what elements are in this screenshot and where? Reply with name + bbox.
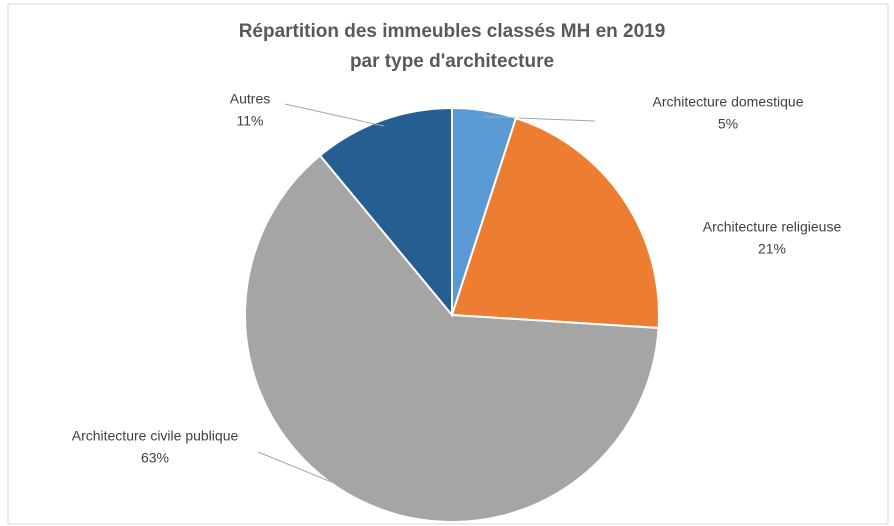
- chart-title: par type d'architecture: [350, 51, 554, 72]
- slice-label: Architecture civile publique: [72, 428, 239, 444]
- leader-line: [284, 103, 385, 127]
- slice-label: Architecture religieuse: [703, 219, 842, 235]
- pie-slice: [318, 106, 453, 318]
- slice-value-label: 5%: [718, 116, 738, 132]
- slice-value-label: 63%: [141, 450, 169, 466]
- leader-line: [257, 451, 362, 495]
- slice-label: Architecture domestique: [653, 94, 804, 110]
- pie-slice: [450, 116, 660, 330]
- leader-line: [483, 116, 596, 122]
- slice-label: Autres: [230, 91, 270, 107]
- slice-value-label: 11%: [237, 113, 264, 129]
- chart-title: Répartition des immeubles classés MH en …: [239, 21, 666, 42]
- slice-value-label: 21%: [758, 241, 786, 257]
- pie-slice: [244, 154, 660, 523]
